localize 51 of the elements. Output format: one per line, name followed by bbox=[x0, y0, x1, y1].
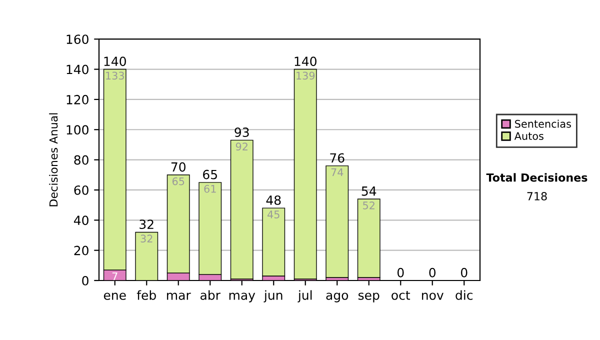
y-tick-label: 140 bbox=[66, 64, 88, 74]
total-label: 140 bbox=[294, 56, 316, 66]
x-tick-label: jul bbox=[298, 290, 312, 302]
data-label: 139 bbox=[296, 72, 315, 80]
x-tick-label: abr bbox=[200, 290, 220, 300]
y-tick-label: 120 bbox=[66, 94, 88, 104]
total-label: 65 bbox=[203, 170, 217, 180]
total-label: 54 bbox=[362, 186, 376, 196]
total-label: 0 bbox=[397, 268, 404, 278]
y-tick-label: 40 bbox=[74, 216, 88, 226]
total-label: 140 bbox=[104, 56, 126, 66]
y-tick-label: 20 bbox=[74, 246, 88, 256]
x-tick-label: nov bbox=[422, 292, 444, 300]
data-label: 92 bbox=[236, 142, 248, 151]
y-tick-label: 80 bbox=[74, 155, 88, 165]
data-label: 52 bbox=[363, 201, 374, 210]
total-label: 48 bbox=[266, 195, 281, 205]
total-label: 76 bbox=[330, 153, 344, 163]
bar bbox=[326, 165, 349, 278]
legend-label: Sentencias bbox=[515, 120, 571, 128]
y-tick-label: 100 bbox=[66, 125, 88, 135]
total-label: 0 bbox=[460, 268, 468, 278]
x-tick-label: oct bbox=[392, 290, 410, 300]
x-tick-label: mar bbox=[167, 292, 191, 300]
total-label: 70 bbox=[171, 162, 186, 172]
text: Total Decisiones bbox=[486, 173, 588, 182]
legend-label: Autos bbox=[514, 132, 544, 140]
x-tick-label: sep bbox=[358, 292, 380, 302]
bar bbox=[357, 198, 380, 278]
total-label: 0 bbox=[429, 268, 436, 278]
bar bbox=[262, 208, 286, 276]
data-label: 61 bbox=[204, 184, 216, 193]
x-tick-label: feb bbox=[136, 290, 156, 300]
total-label: 93 bbox=[234, 128, 249, 138]
total-label: 32 bbox=[140, 220, 154, 230]
y-tick-label: 0 bbox=[82, 276, 88, 286]
y-tick-label: 60 bbox=[74, 185, 88, 195]
data-label: 45 bbox=[268, 210, 280, 218]
text: 718 bbox=[527, 192, 547, 200]
data-label: 32 bbox=[140, 234, 152, 243]
x-tick-label: may bbox=[229, 292, 256, 302]
data-label: 65 bbox=[172, 177, 184, 186]
x-tick-label: dic bbox=[456, 290, 472, 300]
x-tick-label: jun bbox=[264, 290, 282, 302]
data-label: 74 bbox=[331, 168, 344, 176]
x-tick-label: ago bbox=[326, 292, 348, 302]
y-tick-label: 160 bbox=[66, 34, 88, 44]
y-axis-title: Decisiones Anual bbox=[49, 113, 58, 206]
data-label: 133 bbox=[106, 72, 124, 80]
x-tick-label: ene bbox=[104, 292, 126, 300]
data-label: 7 bbox=[112, 272, 118, 280]
